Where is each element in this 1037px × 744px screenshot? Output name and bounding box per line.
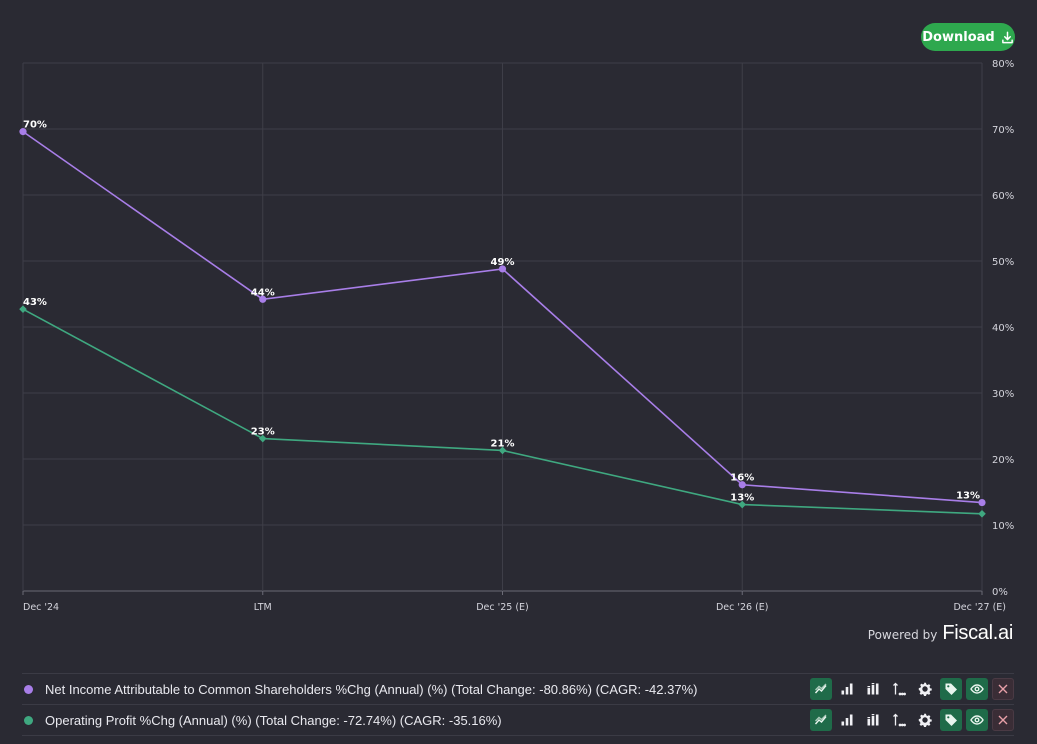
powered-by-text: Powered by (867, 628, 938, 642)
chart-grid (22, 62, 983, 595)
data-point-operating-profit (19, 305, 27, 313)
gear-icon (918, 713, 932, 727)
line-view-button[interactable] (810, 709, 832, 731)
settings-button[interactable] (914, 678, 936, 700)
data-point-operating-profit (498, 446, 507, 455)
line-chart-icon (814, 713, 828, 727)
y-tick-label: 0% (992, 587, 1008, 598)
tag-icon (944, 682, 958, 696)
line-view-button[interactable] (810, 678, 832, 700)
data-label-operating-profit: 43% (23, 297, 47, 308)
remove-series-button[interactable] (992, 709, 1014, 731)
y-tick-label: 20% (992, 455, 1014, 466)
eye-icon (970, 713, 984, 727)
close-icon (996, 682, 1010, 696)
data-label-net-income: 49% (491, 257, 515, 268)
y-tick-label: 80% (992, 59, 1014, 70)
visibility-toggle-button[interactable] (966, 709, 988, 731)
legend-row-operating-profit[interactable]: Operating Profit %Chg (Annual) (%) (Tota… (22, 704, 1014, 736)
data-point-operating-profit (258, 434, 267, 443)
bar-view-button[interactable] (836, 678, 858, 700)
legend-label-operating-profit: Operating Profit %Chg (Annual) (%) (Tota… (45, 712, 502, 728)
bar-chart-icon (840, 713, 854, 727)
settings-button[interactable] (914, 709, 936, 731)
x-tick-label: Dec '27 (E) (953, 602, 1006, 613)
data-point-operating-profit (978, 509, 986, 518)
labels-toggle-button[interactable] (940, 709, 962, 731)
bar-chart-icon (840, 682, 854, 696)
stacked-bar-icon (866, 682, 880, 696)
y-tick-label: 60% (992, 191, 1014, 202)
labels-toggle-button[interactable] (940, 678, 962, 700)
y-tick-label: 30% (992, 389, 1014, 400)
data-point-net-income (738, 481, 746, 489)
stacked-view-button[interactable] (862, 678, 884, 700)
data-label-net-income: 44% (251, 287, 275, 298)
line-chart: 0%10%20%30%40%50%60%70%80% Dec '24 LTM Dec… (19, 59, 1014, 613)
sort-button[interactable] (888, 678, 910, 700)
x-axis-ticks: Dec '24 LTM Dec '25 (E) Dec '26 (E) Dec '27 … (23, 602, 1006, 613)
close-icon (996, 713, 1010, 727)
sort-icon (892, 682, 906, 696)
x-tick-label: Dec '24 (23, 602, 59, 613)
x-tick-label: Dec '26 (E) (716, 602, 769, 613)
stacked-view-button[interactable] (862, 709, 884, 731)
data-point-net-income (259, 295, 267, 303)
fiscal-ai-logo[interactable]: Fiscal.ai (942, 622, 1013, 644)
data-label-net-income: 13% (956, 491, 980, 502)
stacked-bar-icon (866, 713, 880, 727)
download-icon (1001, 31, 1013, 43)
legend-label-net-income: Net Income Attributable to Common Shareh… (45, 681, 698, 697)
eye-icon (970, 682, 984, 696)
legend-swatch-operating-profit (24, 715, 33, 725)
legend-row-net-income[interactable]: Net Income Attributable to Common Shareh… (22, 673, 1014, 704)
y-tick-label: 50% (992, 257, 1014, 268)
line-chart-icon (814, 682, 828, 696)
data-label-net-income: 16% (730, 473, 754, 484)
y-tick-label: 10% (992, 521, 1014, 532)
data-label-net-income: 70% (23, 120, 47, 131)
data-labels: 70% 44% 49% 16% 13% 43% 23% 21% 13% (23, 120, 980, 504)
x-tick-label: Dec '25 (E) (476, 602, 529, 613)
chart-series (19, 128, 986, 518)
series-tools-net-income (810, 678, 1014, 700)
remove-series-button[interactable] (992, 678, 1014, 700)
y-tick-label: 40% (992, 323, 1014, 334)
download-label: Download (922, 29, 995, 45)
data-point-net-income (19, 128, 27, 136)
y-axis-ticks: 0% 10% 20% 30% 40% 50% 60% 70% 80% (992, 59, 1014, 598)
tag-icon (944, 713, 958, 727)
series-tools-operating-profit (810, 709, 1014, 731)
gear-icon (918, 682, 932, 696)
x-tick-label: LTM (254, 602, 272, 613)
visibility-toggle-button[interactable] (966, 678, 988, 700)
bar-view-button[interactable] (836, 709, 858, 731)
download-button[interactable]: Download (921, 23, 1015, 51)
legend-swatch-net-income (24, 684, 33, 694)
data-point-net-income (978, 498, 986, 507)
data-point-net-income (498, 265, 507, 273)
y-tick-label: 70% (992, 125, 1014, 136)
data-label-operating-profit: 23% (251, 427, 275, 438)
sort-button[interactable] (888, 709, 910, 731)
sort-icon (892, 713, 906, 727)
data-label-operating-profit: 21% (491, 438, 515, 449)
data-label-operating-profit: 13% (730, 493, 754, 504)
powered-by: Powered by Fiscal.ai (867, 622, 1014, 645)
data-point-operating-profit (738, 500, 747, 509)
